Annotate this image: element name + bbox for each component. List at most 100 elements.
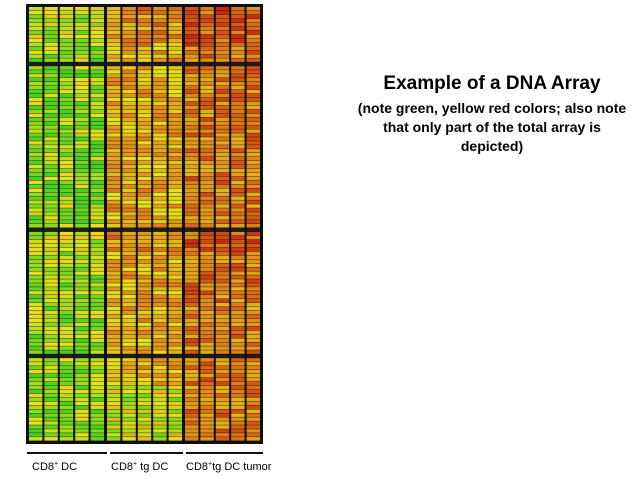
heatmap-cell bbox=[168, 239, 182, 244]
heatmap-cell bbox=[44, 334, 58, 339]
heatmap-cell bbox=[90, 22, 104, 27]
heatmap-cell bbox=[122, 235, 136, 240]
heatmap-cell bbox=[137, 425, 152, 429]
heatmap-cell bbox=[29, 310, 43, 315]
heatmap-cell bbox=[44, 224, 58, 228]
heatmap-cell bbox=[75, 58, 89, 62]
heatmap-cell bbox=[44, 117, 58, 122]
heatmap-cell bbox=[75, 318, 89, 323]
heatmap-cell bbox=[122, 366, 136, 370]
heatmap-cell bbox=[44, 235, 58, 240]
heatmap-cell bbox=[122, 93, 136, 98]
heatmap-cell bbox=[153, 366, 167, 370]
heatmap-cell bbox=[185, 216, 199, 220]
heatmap-cell bbox=[200, 30, 214, 35]
heatmap-cell bbox=[231, 283, 245, 287]
heatmap-cell bbox=[200, 188, 214, 193]
heatmap-cell bbox=[44, 231, 58, 236]
heatmap-cell bbox=[137, 326, 152, 331]
heatmap-cell bbox=[185, 180, 199, 185]
heatmap-cell bbox=[75, 176, 89, 181]
heatmap-cell bbox=[200, 81, 214, 86]
heatmap-cell bbox=[215, 160, 230, 165]
heatmap-cell bbox=[90, 133, 104, 137]
heatmap-cell bbox=[75, 192, 89, 196]
heatmap-cell bbox=[29, 326, 43, 331]
heatmap-cell bbox=[200, 156, 214, 161]
heatmap-cell bbox=[122, 62, 136, 66]
heatmap-cell bbox=[231, 152, 245, 157]
heatmap-cell bbox=[44, 10, 58, 15]
heatmap-cell bbox=[122, 121, 136, 125]
heatmap-cell bbox=[44, 358, 58, 362]
heatmap-cell bbox=[168, 216, 182, 220]
heatmap-cell bbox=[59, 417, 74, 421]
heatmap-cell bbox=[231, 271, 245, 275]
heatmap-cell bbox=[231, 429, 245, 433]
heatmap-cell bbox=[185, 204, 199, 208]
heatmap-cell bbox=[168, 38, 182, 43]
heatmap-cell bbox=[75, 283, 89, 287]
heatmap-cell bbox=[215, 259, 230, 264]
heatmap-cell bbox=[122, 58, 136, 62]
heatmap-cell bbox=[29, 81, 43, 86]
heatmap-cell bbox=[185, 22, 199, 27]
heatmap-cell bbox=[185, 401, 199, 406]
heatmap-cell bbox=[75, 121, 89, 125]
heatmap-cell bbox=[231, 255, 245, 260]
heatmap-cell bbox=[246, 263, 260, 267]
heatmap-cell bbox=[44, 381, 58, 386]
heatmap-cell bbox=[200, 350, 214, 354]
heatmap-cell bbox=[200, 10, 214, 15]
heatmap-cell bbox=[246, 267, 260, 271]
heatmap-cell bbox=[137, 30, 152, 35]
heatmap-cell bbox=[246, 346, 260, 350]
heatmap-cell bbox=[75, 125, 89, 129]
heatmap-cell bbox=[59, 54, 74, 58]
heatmap-cell bbox=[215, 125, 230, 129]
heatmap-cell bbox=[75, 267, 89, 271]
heatmap-cell bbox=[185, 105, 199, 110]
heatmap-cell bbox=[137, 220, 152, 224]
heatmap-cell bbox=[75, 30, 89, 35]
heatmap-cell bbox=[168, 78, 182, 82]
heatmap-cell bbox=[246, 121, 260, 125]
heatmap-cell bbox=[29, 346, 43, 350]
heatmap-cell bbox=[185, 425, 199, 429]
heatmap-cell bbox=[137, 251, 152, 256]
heatmap-cell bbox=[231, 121, 245, 125]
heatmap-cell bbox=[246, 85, 260, 90]
heatmap-cell bbox=[246, 172, 260, 177]
heatmap-cell bbox=[107, 117, 121, 122]
heatmap-cell bbox=[122, 298, 136, 303]
heatmap-cell bbox=[200, 7, 214, 11]
heatmap-cell bbox=[75, 342, 89, 346]
heatmap-cell bbox=[168, 14, 182, 19]
heatmap-cell bbox=[44, 322, 58, 327]
heatmap-cell bbox=[29, 235, 43, 240]
heatmap-cell bbox=[200, 326, 214, 331]
heatmap-cell bbox=[90, 409, 104, 413]
heatmap-cell bbox=[44, 70, 58, 74]
heatmap-cell bbox=[107, 437, 121, 441]
heatmap-cell bbox=[153, 78, 167, 82]
heatmap-cell bbox=[122, 85, 136, 90]
heatmap-cell bbox=[90, 279, 104, 283]
heatmap-cell bbox=[246, 255, 260, 260]
heatmap-cell bbox=[153, 26, 167, 31]
heatmap-cell bbox=[107, 429, 121, 433]
heatmap-cell bbox=[90, 314, 104, 319]
heatmap-cell bbox=[29, 263, 43, 267]
heatmap-cell bbox=[29, 78, 43, 82]
heatmap-cell bbox=[75, 346, 89, 350]
heatmap-cell bbox=[168, 34, 182, 39]
heatmap-cell bbox=[185, 85, 199, 90]
heatmap-cell bbox=[200, 149, 214, 153]
heatmap-cell bbox=[215, 105, 230, 110]
heatmap-cell bbox=[153, 350, 167, 354]
heatmap-cell bbox=[137, 231, 152, 236]
heatmap-cell bbox=[107, 267, 121, 271]
heatmap-cell bbox=[137, 366, 152, 370]
heatmap-cell bbox=[29, 377, 43, 382]
heatmap-cell bbox=[200, 330, 214, 335]
